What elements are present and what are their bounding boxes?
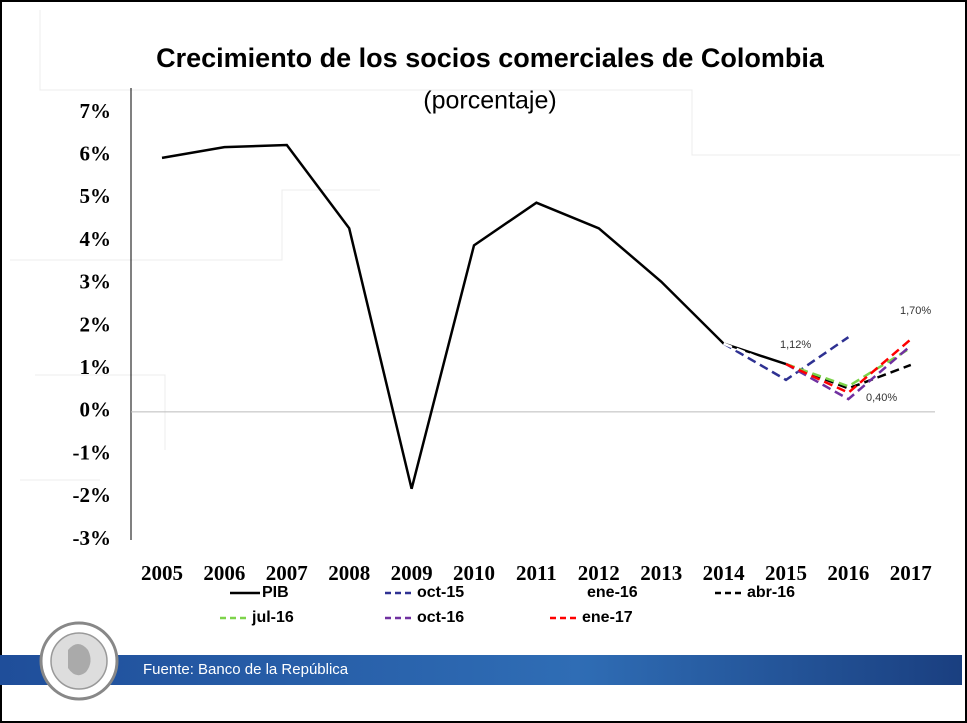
plot: 7% 6% 5% 4% 3% 2% 1% 0% -1% -2% -3% 2005 2006 2007 200… — [73, 99, 935, 626]
series-line — [785, 346, 912, 388]
legend-label: ene-16 — [587, 584, 638, 601]
legend-label: ene-17 — [582, 609, 633, 626]
x-tick-label: 2015 — [765, 561, 807, 585]
legend-label: oct-16 — [417, 609, 464, 626]
x-tick-label: 2017 — [890, 561, 932, 585]
x-tick-label: 2005 — [141, 561, 183, 585]
x-tick-label: 2010 — [453, 561, 495, 585]
y-tick-label: -3% — [73, 526, 112, 550]
y-tick-label: 2% — [80, 312, 112, 336]
y-tick-label: 6% — [80, 142, 112, 166]
source: Fuente: Banco de la República — [143, 661, 349, 678]
y-tick-label: 0% — [80, 398, 112, 422]
x-tick-label: 2009 — [391, 561, 433, 585]
y-tick-label: 5% — [80, 184, 112, 208]
background-decoration — [10, 10, 960, 481]
annotation: 1,12% — [780, 339, 811, 351]
y-tick-label: 3% — [80, 270, 112, 294]
annotation: 1,70% — [900, 305, 931, 317]
logo — [39, 621, 119, 701]
series-line — [161, 143, 787, 490]
chart-subtitle: (porcentaje) — [423, 87, 556, 115]
y-tick-label: 1% — [80, 355, 112, 379]
chart-title: Crecimiento de los socios comerciales de… — [156, 43, 825, 73]
y-tick-label: -2% — [73, 483, 112, 507]
x-tick-label: 2014 — [703, 561, 746, 585]
x-tick-label: 2013 — [640, 561, 682, 585]
legend-label: oct-15 — [417, 584, 464, 601]
x-tick-label: 2016 — [827, 561, 869, 585]
y-tick-label: -1% — [73, 440, 112, 464]
annotation: 0,40% — [866, 392, 897, 404]
series-line — [785, 338, 912, 395]
legend-label: jul-16 — [251, 609, 294, 626]
series-line — [722, 336, 850, 382]
series-line — [785, 344, 912, 401]
x-tick-label: 2011 — [516, 561, 557, 585]
x-tick-label: 2008 — [328, 561, 370, 585]
series-line — [723, 342, 849, 375]
legend-label: abr-16 — [747, 584, 795, 601]
x-tick-label: 2007 — [266, 561, 308, 585]
x-tick-label: 2012 — [578, 561, 620, 585]
legend-label: PIB — [262, 584, 289, 601]
x-tick-label: 2006 — [203, 561, 245, 585]
footer-bar — [0, 655, 962, 685]
y-tick-label: 4% — [80, 227, 112, 251]
y-tick-label: 7% — [80, 99, 112, 123]
